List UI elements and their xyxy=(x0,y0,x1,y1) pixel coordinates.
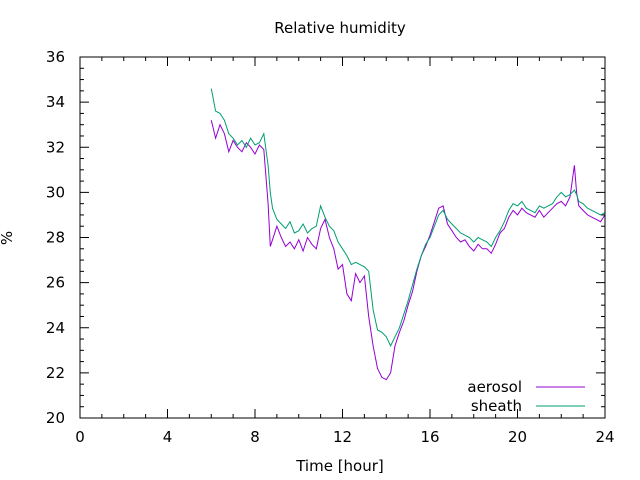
series-layer xyxy=(210,88,606,381)
x-tick-label: 0 xyxy=(75,428,85,446)
y-tick-label: 34 xyxy=(46,93,65,111)
y-tick-label: 20 xyxy=(46,409,65,427)
x-tick-label: 16 xyxy=(420,428,439,446)
x-tick-label: 12 xyxy=(333,428,352,446)
x-tick-label: 24 xyxy=(595,428,614,446)
y-axis-label: % xyxy=(0,231,16,245)
legend-label-aerosol: aerosol xyxy=(467,378,522,396)
x-tick-label: 20 xyxy=(508,428,527,446)
y-tick-label: 22 xyxy=(46,364,65,382)
legend-label-sheath: sheath xyxy=(471,397,522,415)
series-line-sheath xyxy=(210,88,606,347)
y-tick-label: 26 xyxy=(46,274,65,292)
y-tick-label: 36 xyxy=(46,48,65,66)
plot-frame xyxy=(79,56,606,419)
x-tick-label: 8 xyxy=(250,428,260,446)
x-tick-label: 4 xyxy=(163,428,173,446)
x-axis-label: Time [hour] xyxy=(295,457,384,475)
y-tick-label: 32 xyxy=(46,138,65,156)
axis-ticks: 0 4 8 12 16 20 24 20 22 24 26 28 30 32 34 36 xyxy=(46,48,615,446)
y-tick-label: 28 xyxy=(46,229,65,247)
y-tick-label: 24 xyxy=(46,319,65,337)
series-line-aerosol xyxy=(210,120,606,381)
chart-title: Relative humidity xyxy=(274,19,406,37)
y-tick-label: 30 xyxy=(46,183,65,201)
